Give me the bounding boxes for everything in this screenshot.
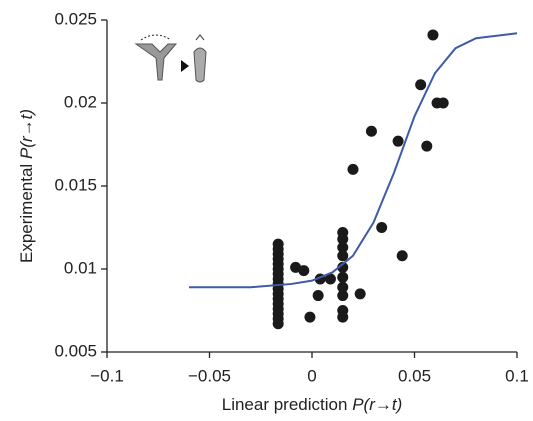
point bbox=[337, 305, 349, 316]
y-tick-label: 0.02 bbox=[64, 92, 97, 111]
point bbox=[337, 241, 349, 253]
icon bbox=[134, 34, 207, 83]
point bbox=[324, 273, 336, 285]
point bbox=[347, 163, 359, 175]
x-tick-label: −0.05 bbox=[188, 366, 231, 385]
point bbox=[337, 281, 349, 293]
y-tick-label: 0.01 bbox=[64, 258, 97, 277]
point bbox=[337, 290, 349, 302]
point bbox=[272, 238, 284, 250]
x-tick-label: −0.1 bbox=[90, 366, 124, 385]
y-label-text: Experimental bbox=[17, 164, 36, 263]
point bbox=[337, 250, 349, 262]
point bbox=[304, 311, 316, 323]
x-label-math: P(r→t) bbox=[352, 395, 402, 414]
x-tick-label: 0.05 bbox=[398, 366, 431, 385]
y-tick-label: 0.005 bbox=[54, 341, 97, 360]
x-tick-label: 0.1 bbox=[505, 366, 529, 385]
point bbox=[396, 250, 408, 262]
point bbox=[421, 140, 433, 152]
y-tick-label: 0.015 bbox=[54, 175, 97, 194]
x-tick-label: 0 bbox=[307, 366, 316, 385]
point bbox=[437, 97, 449, 109]
point bbox=[354, 288, 366, 300]
point bbox=[337, 261, 349, 273]
point bbox=[427, 29, 439, 41]
y-tick-label: 0.025 bbox=[54, 9, 97, 28]
point bbox=[312, 290, 324, 302]
y-label-math: P(r→t) bbox=[17, 109, 36, 159]
point bbox=[415, 79, 427, 91]
point bbox=[365, 125, 377, 137]
point bbox=[298, 265, 310, 277]
point bbox=[337, 271, 349, 283]
point bbox=[376, 222, 388, 233]
fit-line bbox=[189, 32, 518, 289]
point bbox=[337, 226, 349, 238]
point bbox=[392, 135, 404, 147]
y-axis-label: Experimental P(r→t) bbox=[17, 109, 36, 263]
x-label-text: Linear prediction bbox=[222, 395, 348, 414]
x-axis-label: Linear prediction P(r→t) bbox=[222, 395, 402, 414]
